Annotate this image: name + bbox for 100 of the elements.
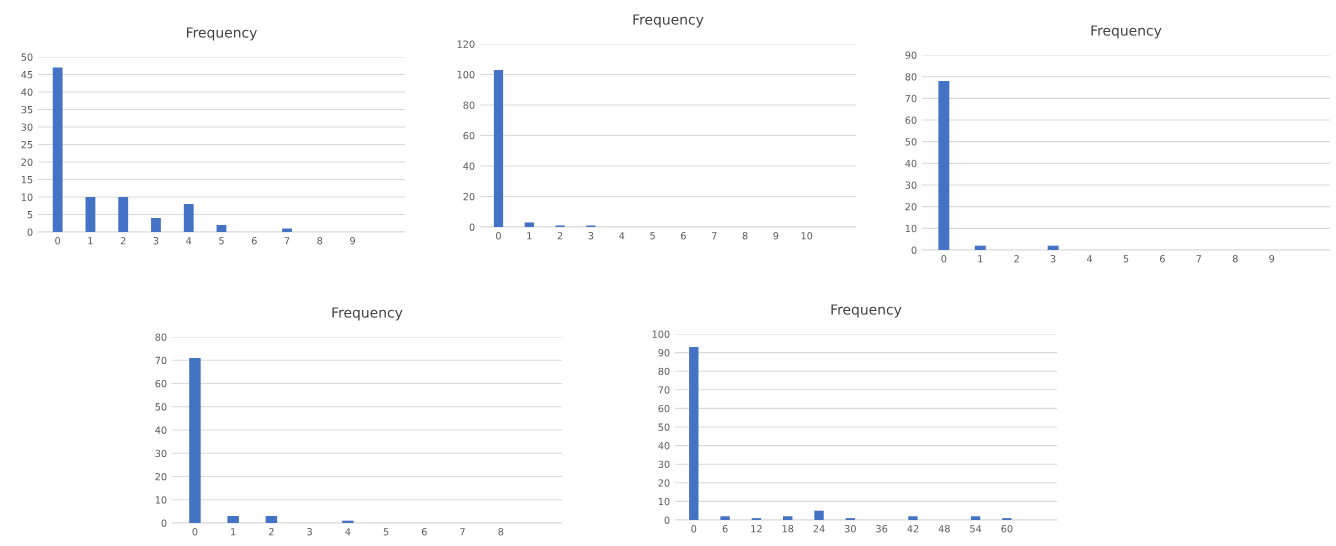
x-tick-label: 8 <box>1232 255 1238 263</box>
y-tick-label: 10 <box>905 224 917 233</box>
x-tick-label: 54 <box>970 525 982 533</box>
x-tick-label: 0 <box>496 232 501 240</box>
bar <box>118 197 129 232</box>
x-tick-label: 3 <box>307 528 312 536</box>
x-tick-label: 8 <box>742 232 748 240</box>
y-tick-label: 80 <box>658 367 670 376</box>
x-tick-label: 1 <box>978 255 983 263</box>
bar <box>689 347 699 520</box>
x-tick-label: 6 <box>681 232 686 240</box>
x-tick-label: 5 <box>383 528 389 536</box>
x-tick-label: 8 <box>498 528 504 536</box>
x-tick-label: 2 <box>120 237 126 245</box>
x-tick-label: 6 <box>1160 255 1165 263</box>
y-tick-label: 30 <box>905 181 917 189</box>
y-tick-label: 50 <box>21 53 33 61</box>
x-tick-label: 0 <box>691 525 697 533</box>
y-tick-label: 70 <box>155 356 167 365</box>
bar <box>908 516 918 520</box>
x-tick-label: 4 <box>345 528 351 536</box>
chart-title: Frequency <box>186 27 257 41</box>
x-tick-label: 0 <box>192 528 198 536</box>
bar <box>814 510 824 520</box>
y-tick-label: 60 <box>658 404 670 413</box>
bar <box>265 516 278 523</box>
bar <box>524 222 534 227</box>
y-tick-label: 0 <box>911 246 917 254</box>
y-tick-label: 50 <box>658 423 670 431</box>
chart-title: Frequency <box>831 304 902 318</box>
y-tick-label: 60 <box>905 116 917 124</box>
x-tick-label: 6 <box>722 525 728 533</box>
bar <box>85 197 96 232</box>
bar <box>227 516 239 523</box>
x-tick-label: 36 <box>876 525 888 533</box>
x-tick-label: 5 <box>219 237 224 245</box>
bar <box>720 516 730 520</box>
x-tick-label: 4 <box>1086 255 1093 263</box>
x-tick-label: 48 <box>938 525 950 533</box>
x-tick-label: 42 <box>907 525 919 533</box>
x-tick-label: 6 <box>421 528 427 536</box>
y-tick-label: 0 <box>161 519 167 527</box>
x-tick-label: 60 <box>1001 525 1013 533</box>
y-tick-label: 0 <box>664 516 670 524</box>
bar <box>493 69 504 227</box>
x-tick-label: 7 <box>284 237 290 245</box>
x-tick-label: 6 <box>251 237 257 245</box>
x-tick-label: 9 <box>773 232 779 240</box>
bar <box>183 204 194 232</box>
y-tick-label: 80 <box>155 333 167 341</box>
y-tick-label: 15 <box>21 176 33 184</box>
x-tick-label: 2 <box>557 232 563 240</box>
y-tick-label: 60 <box>463 131 475 140</box>
x-tick-label: 7 <box>711 232 717 240</box>
y-tick-label: 100 <box>457 70 475 79</box>
y-tick-label: 60 <box>155 379 167 388</box>
x-tick-label: 2 <box>269 528 274 536</box>
x-tick-label: 18 <box>782 525 794 533</box>
x-tick-label: 9 <box>1269 255 1275 263</box>
y-tick-label: 10 <box>155 496 167 504</box>
y-tick-label: 20 <box>463 192 475 201</box>
y-tick-label: 50 <box>155 403 167 411</box>
x-tick-label: 1 <box>88 237 93 245</box>
chart-title: Frequency <box>633 14 704 28</box>
bar <box>52 67 63 232</box>
x-tick-label: 5 <box>1123 255 1129 263</box>
y-tick-label: 20 <box>658 479 670 487</box>
bar <box>783 516 793 520</box>
y-tick-label: 10 <box>21 193 33 201</box>
chart-title: Frequency <box>1091 25 1162 39</box>
y-tick-label: 40 <box>21 88 33 96</box>
x-tick-label: 4 <box>619 232 625 240</box>
y-tick-label: 120 <box>457 40 475 48</box>
y-tick-label: 45 <box>21 71 33 79</box>
x-tick-label: 3 <box>1050 255 1056 263</box>
x-tick-label: 5 <box>650 232 655 240</box>
x-tick-label: 30 <box>844 525 856 533</box>
y-tick-label: 0 <box>469 223 475 231</box>
x-tick-label: 0 <box>941 255 947 263</box>
x-tick-label: 3 <box>588 232 594 240</box>
bar <box>970 516 981 520</box>
x-tick-label: 0 <box>55 237 61 245</box>
y-tick-label: 50 <box>905 138 917 146</box>
x-tick-label: 7 <box>1196 255 1202 263</box>
x-tick-label: 9 <box>350 237 355 245</box>
x-tick-label: 1 <box>527 232 532 240</box>
x-tick-label: 8 <box>317 237 323 245</box>
bar <box>151 218 161 232</box>
y-tick-label: 10 <box>658 497 670 506</box>
y-tick-label: 100 <box>652 330 670 338</box>
y-tick-label: 35 <box>21 105 33 114</box>
y-tick-label: 20 <box>155 472 167 481</box>
x-tick-label: 1 <box>231 528 236 536</box>
y-tick-label: 40 <box>155 426 167 434</box>
y-tick-label: 80 <box>463 101 475 109</box>
y-tick-label: 30 <box>21 123 33 131</box>
y-tick-label: 90 <box>905 51 917 59</box>
y-tick-label: 20 <box>21 158 33 166</box>
x-tick-label: 2 <box>1014 255 1019 263</box>
x-tick-label: 7 <box>460 528 465 536</box>
